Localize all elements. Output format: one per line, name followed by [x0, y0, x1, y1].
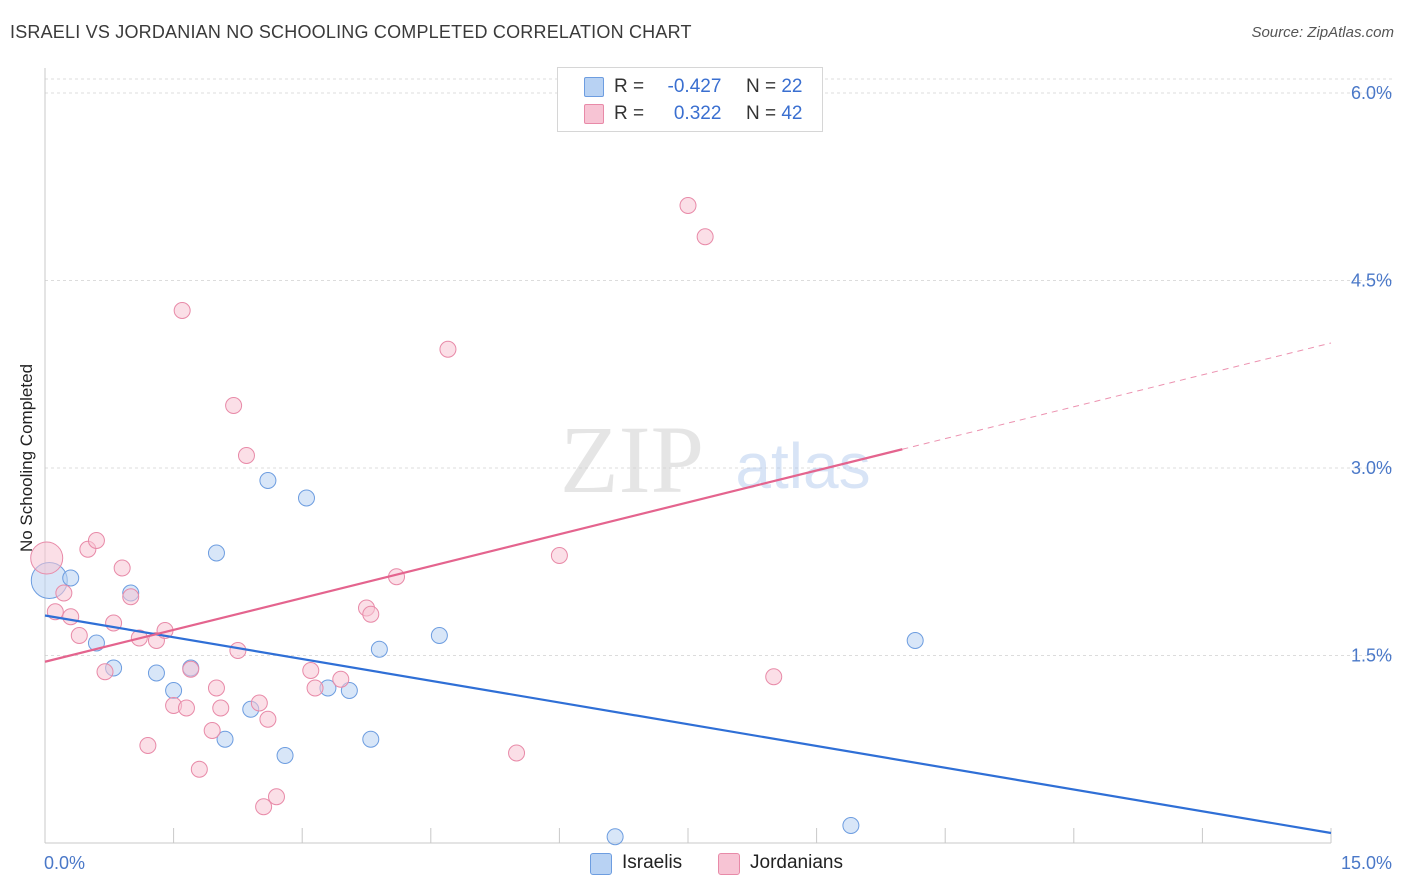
- israelis-point: [362, 730, 380, 748]
- israelis-point: [370, 640, 388, 658]
- israelis-trend-line: [44, 614, 1332, 835]
- israelis-point: [297, 489, 315, 507]
- r-label: R =: [614, 103, 645, 124]
- jordanians-point: [267, 788, 285, 806]
- jordanians-point: [250, 694, 268, 712]
- jordanians-point: [203, 722, 221, 739]
- jordanians-trend-extension: [902, 342, 1332, 450]
- x-tick-label: 0.0%: [44, 853, 85, 873]
- legend-label-israelis: Israelis: [622, 852, 683, 873]
- israelis-point: [207, 544, 225, 562]
- israelis-swatch: [584, 77, 604, 97]
- x-tick-label: 15.0%: [1341, 853, 1392, 873]
- watermark-atlas: atlas: [735, 430, 870, 502]
- israelis-point: [165, 682, 183, 699]
- jordanians-point: [225, 397, 243, 414]
- jordanians-point: [439, 340, 457, 358]
- jordanians-point: [139, 737, 157, 754]
- jordanians-point: [696, 228, 714, 246]
- n-label: N =: [745, 103, 777, 124]
- n-value: 42: [781, 103, 803, 124]
- jordanians-point: [259, 710, 277, 728]
- israelis-point: [430, 627, 448, 644]
- jordanians-point: [237, 447, 255, 464]
- jordanians-point: [182, 660, 200, 678]
- jordanians-point: [508, 744, 526, 762]
- jordanians-point: [173, 302, 191, 319]
- jordanians-point: [765, 668, 783, 686]
- tick-labels: 1.5% 3.0% 4.5% 6.0% 0.0% 15.0%: [44, 83, 1392, 873]
- jordanians-point: [190, 760, 208, 778]
- watermark: ZIP atlas: [560, 406, 871, 513]
- jordanians-point: [177, 699, 195, 717]
- israelis-point: [906, 632, 924, 649]
- jordanians-point: [255, 798, 273, 816]
- r-value: 0.322: [673, 103, 722, 124]
- jordanians-point: [207, 679, 225, 697]
- israelis-point: [147, 664, 165, 682]
- jordanians-point: [332, 670, 350, 688]
- y-tick-label: 4.5%: [1351, 271, 1392, 291]
- jordanians-point: [550, 547, 568, 564]
- jordanians-swatch: [584, 104, 604, 124]
- r-label: R =: [614, 76, 645, 97]
- jordanians-point: [96, 663, 114, 681]
- israelis-legend-swatch: [590, 853, 612, 875]
- jordanians-trend-line: [44, 448, 903, 663]
- source-label: Source: ZipAtlas.com: [1251, 24, 1394, 41]
- israelis-point: [62, 569, 80, 587]
- israelis-point: [606, 828, 624, 846]
- n-value: 22: [781, 76, 803, 97]
- jordanians-point: [212, 699, 230, 717]
- israelis-point: [340, 682, 358, 699]
- n-label: N =: [745, 76, 777, 97]
- jordanians-point: [55, 584, 73, 602]
- israelis-point: [276, 747, 294, 764]
- jordanians-point: [229, 642, 247, 659]
- israelis-point: [842, 817, 860, 834]
- jordanians-point: [70, 627, 88, 644]
- jordanians-point: [679, 197, 697, 214]
- data-points: [30, 197, 924, 846]
- jordanians-point: [122, 588, 140, 606]
- trend-lines: [44, 342, 1332, 835]
- gridlines: [45, 78, 1392, 656]
- jordanians-point: [306, 679, 324, 697]
- jordanians-legend-swatch: [718, 853, 740, 875]
- chart-title: ISRAELI VS JORDANIAN NO SCHOOLING COMPLE…: [10, 22, 692, 42]
- jordanians-point: [113, 559, 131, 577]
- israelis-point: [216, 730, 234, 748]
- jordanians-point: [30, 541, 64, 575]
- axes: [44, 68, 1332, 844]
- y-tick-label: 3.0%: [1351, 458, 1392, 478]
- jordanians-point: [62, 608, 80, 626]
- israelis-point: [259, 472, 277, 489]
- jordanians-point: [302, 662, 320, 679]
- y-tick-label: 6.0%: [1351, 83, 1392, 103]
- jordanians-point: [87, 532, 105, 549]
- jordanians-point: [362, 605, 380, 623]
- legend-label-jordanians: Jordanians: [750, 852, 843, 873]
- y-tick-label: 1.5%: [1351, 646, 1392, 666]
- stats-box: R = -0.427 N = 22 R = 0.322 N = 42: [557, 67, 823, 132]
- r-value: -0.427: [667, 76, 722, 97]
- watermark-zip: ZIP: [560, 406, 704, 513]
